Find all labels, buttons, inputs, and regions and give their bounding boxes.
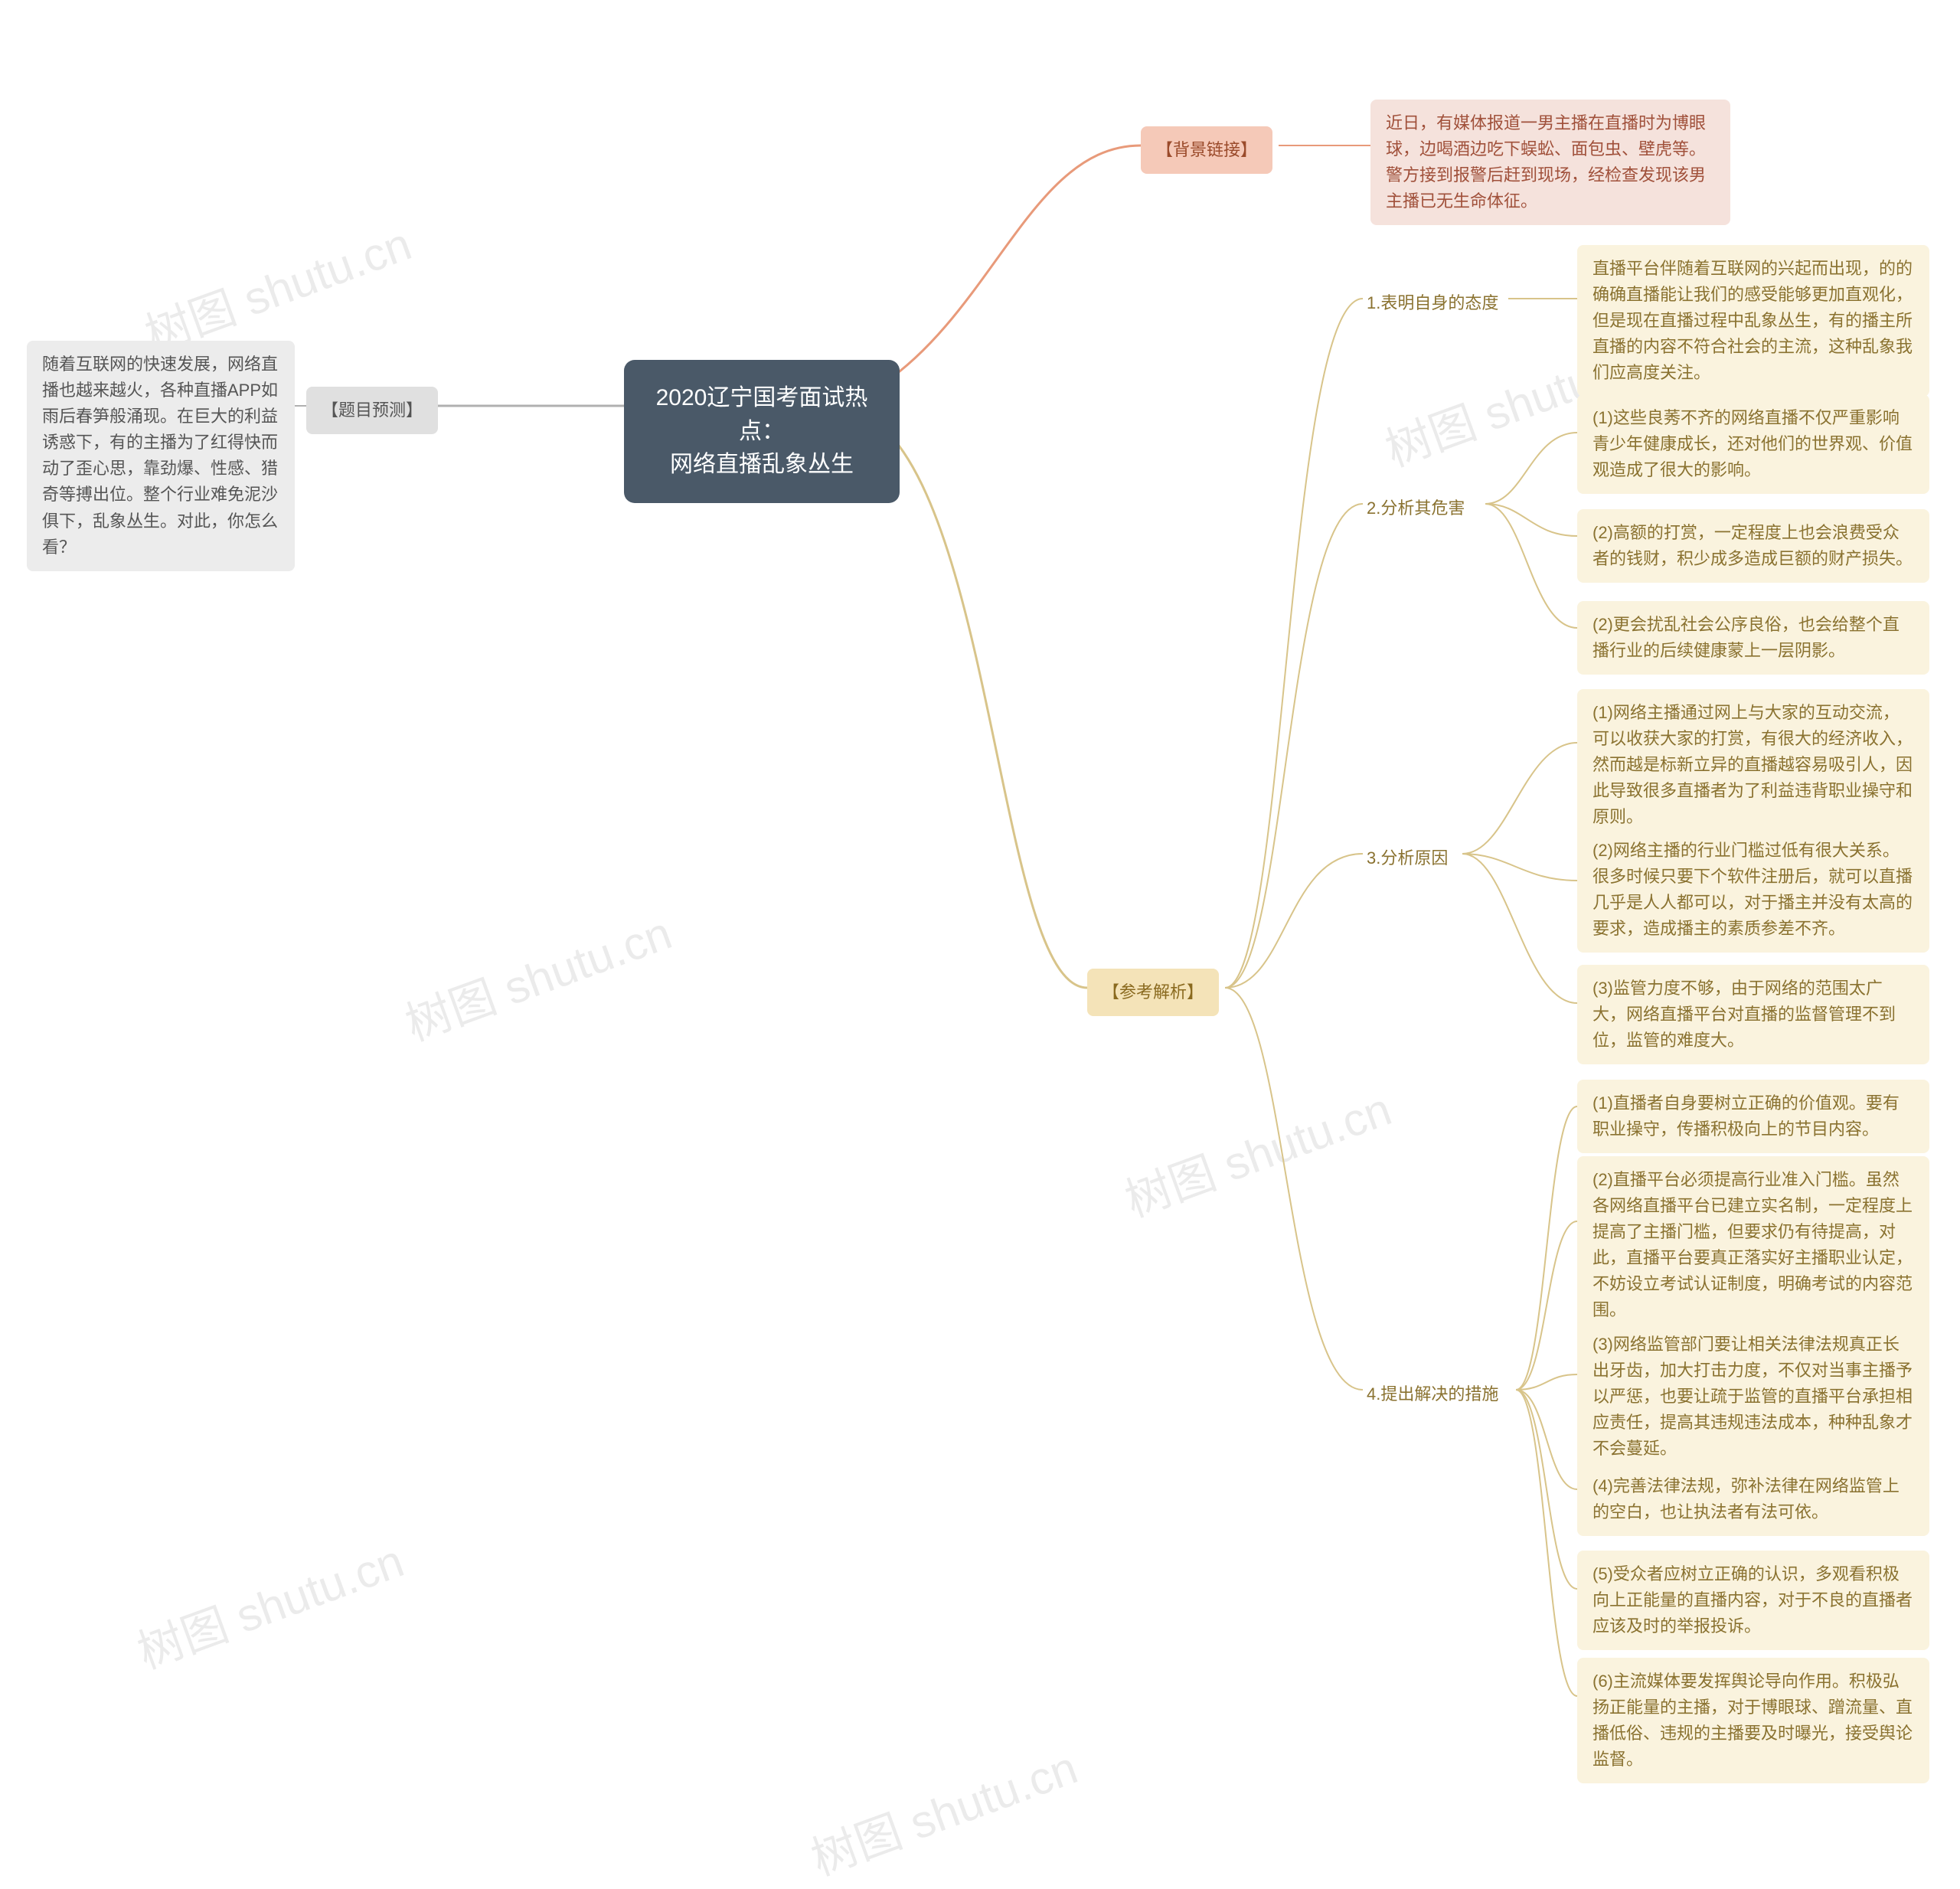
watermark: 树图 shutu.cn: [801, 1730, 1085, 1888]
leaf-solution-6[interactable]: (6)主流媒体要发挥舆论导向作用。积极弘扬正能量的主播，对于博眼球、蹭流量、直播…: [1577, 1658, 1929, 1783]
root-node[interactable]: 2020辽宁国考面试热点： 网络直播乱象丛生: [624, 360, 900, 503]
leaf-solution-2[interactable]: (2)直播平台必须提高行业准入门槛。虽然各网络直播平台已建立实名制，一定程度上提…: [1577, 1156, 1929, 1335]
branch-background[interactable]: 【背景链接】: [1141, 126, 1272, 174]
watermark: 树图 shutu.cn: [395, 896, 679, 1054]
sub-attitude[interactable]: 1.表明自身的态度: [1367, 289, 1498, 314]
leaf-harm-1[interactable]: (1)这些良莠不齐的网络直播不仅严重影响青少年健康成长，还对他们的世界观、价值观…: [1577, 394, 1929, 494]
leaf-reason-1[interactable]: (1)网络主播通过网上与大家的互动交流，可以收获大家的打赏，有很大的经济收入，然…: [1577, 689, 1929, 841]
leaf-reason-3[interactable]: (3)监管力度不够，由于网络的范围太广大，网络直播平台对直播的监督管理不到位，监…: [1577, 965, 1929, 1064]
leaf-attitude-1[interactable]: 直播平台伴随着互联网的兴起而出现，的的确确直播能让我们的感受能够更加直观化，但是…: [1577, 245, 1929, 397]
branch-prediction[interactable]: 【题目预测】: [306, 387, 438, 434]
root-line1: 2020辽宁国考面试热点：: [656, 385, 868, 444]
branch-analysis[interactable]: 【参考解析】: [1087, 969, 1219, 1016]
leaf-prediction[interactable]: 随着互联网的快速发展，网络直播也越来越火，各种直播APP如雨后春笋般涌现。在巨大…: [27, 341, 295, 571]
leaf-solution-1[interactable]: (1)直播者自身要树立正确的价值观。要有职业操守，传播积极向上的节目内容。: [1577, 1080, 1929, 1153]
leaf-solution-3[interactable]: (3)网络监管部门要让相关法律法规真正长出牙齿，加大打击力度，不仅对当事主播予以…: [1577, 1321, 1929, 1472]
leaf-harm-2[interactable]: (2)高额的打赏，一定程度上也会浪费受众者的钱财，积少成多造成巨额的财产损失。: [1577, 509, 1929, 583]
sub-harm[interactable]: 2.分析其危害: [1367, 495, 1465, 519]
sub-solution[interactable]: 4.提出解决的措施: [1367, 1381, 1498, 1405]
leaf-harm-3[interactable]: (2)更会扰乱社会公序良俗，也会给整个直播行业的后续健康蒙上一层阴影。: [1577, 601, 1929, 675]
leaf-solution-5[interactable]: (5)受众者应树立正确的认识，多观看积极向上正能量的直播内容，对于不良的直播者应…: [1577, 1551, 1929, 1650]
leaf-reason-2[interactable]: (2)网络主播的行业门槛过低有很大关系。很多时候只要下个软件注册后，就可以直播几…: [1577, 827, 1929, 953]
watermark: 树图 shutu.cn: [1115, 1072, 1399, 1230]
root-line2: 网络直播乱象丛生: [670, 452, 854, 477]
sub-reason[interactable]: 3.分析原因: [1367, 845, 1448, 869]
leaf-solution-4[interactable]: (4)完善法律法规，弥补法律在网络监管上的空白，也让执法者有法可依。: [1577, 1463, 1929, 1536]
watermark: 树图 shutu.cn: [127, 1524, 411, 1681]
leaf-background[interactable]: 近日，有媒体报道一男主播在直播时为博眼球，边喝酒边吃下蜈蚣、面包虫、壁虎等。警方…: [1370, 100, 1730, 225]
